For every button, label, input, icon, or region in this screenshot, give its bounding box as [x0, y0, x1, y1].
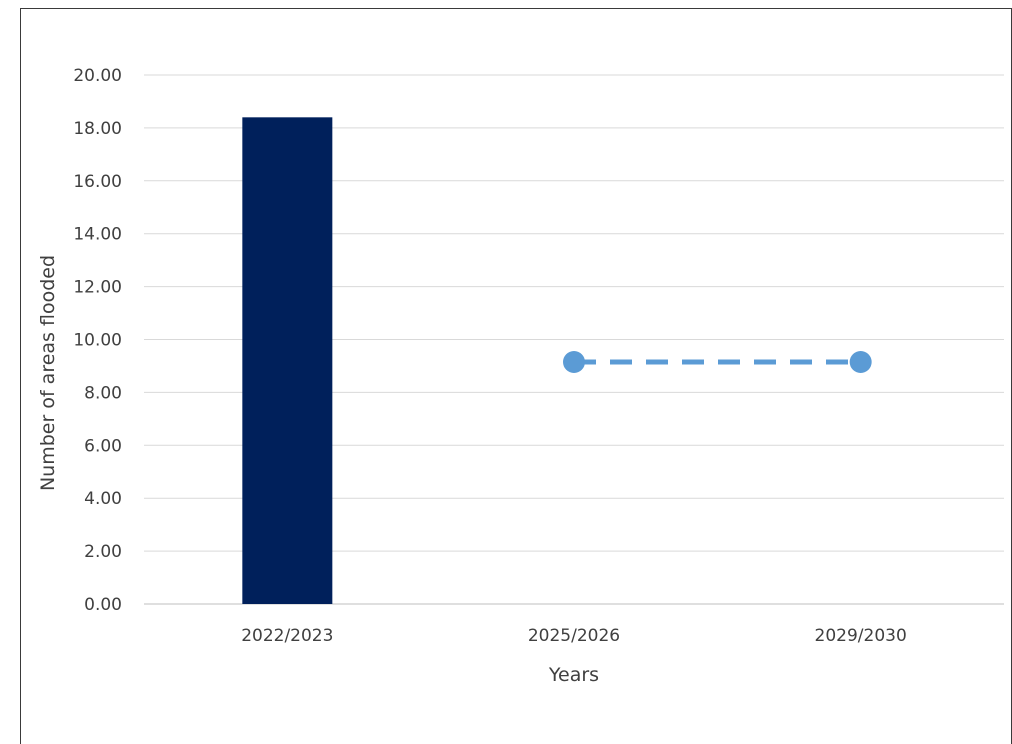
- data-point: [563, 350, 585, 373]
- y-tick-label: 8.00: [84, 383, 122, 403]
- x-tick-label: 2022/2023: [241, 626, 333, 646]
- y-tick-label: 18.00: [73, 119, 122, 139]
- bar: [242, 117, 333, 604]
- x-tick-label: 2025/2026: [528, 626, 620, 646]
- y-tick-label: 20.00: [73, 66, 122, 86]
- bar-series: [242, 117, 333, 604]
- y-tick-label: 6.00: [84, 436, 122, 456]
- y-axis-tick-labels: 0.00 2.00 4.00 6.00 8.00 10.00 12.00 14.00 16.00…: [73, 66, 122, 615]
- y-tick-label: 10.00: [73, 331, 122, 351]
- line-series: [563, 350, 872, 373]
- y-tick-label: 0.00: [84, 595, 122, 615]
- x-axis-title: Years: [548, 664, 599, 686]
- y-tick-label: 2.00: [84, 542, 122, 562]
- x-axis-tick-labels: 2022/2023 2025/2026 2029/2030: [241, 626, 907, 646]
- data-point: [849, 350, 872, 373]
- y-axis-title: Number of areas flooded: [37, 255, 59, 491]
- y-tick-label: 12.00: [73, 278, 122, 298]
- y-tick-label: 4.00: [84, 489, 122, 509]
- x-tick-label: 2029/2030: [815, 626, 907, 646]
- y-tick-label: 14.00: [73, 225, 122, 245]
- y-tick-label: 16.00: [73, 172, 122, 192]
- chart-frame: [20, 8, 1012, 744]
